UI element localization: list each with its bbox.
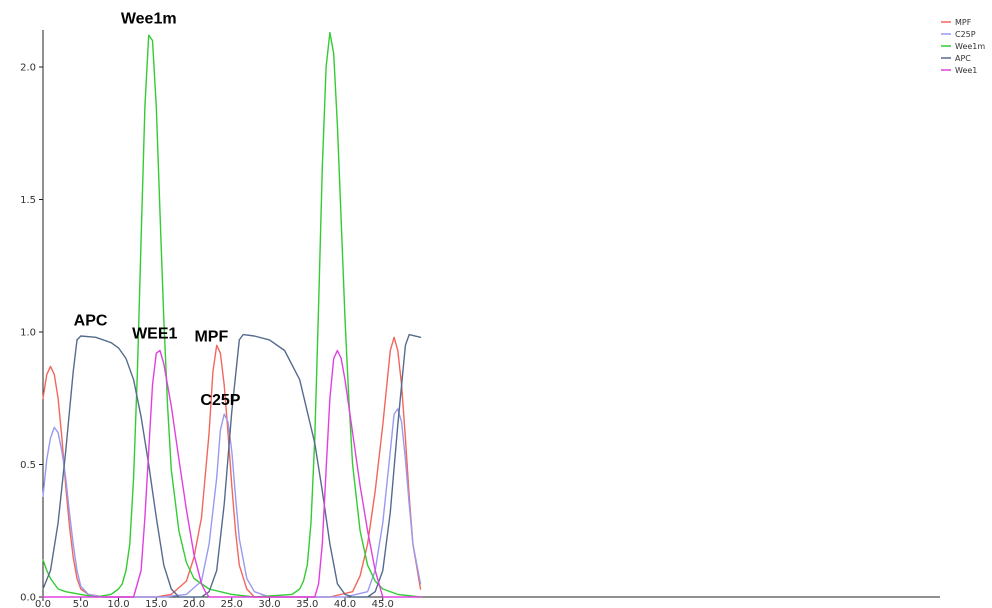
series-line-c25p bbox=[42, 408, 422, 598]
y-tick-label: 0.0 bbox=[20, 593, 36, 604]
x-tick-label: 35.0 bbox=[296, 599, 318, 608]
annotation-wee1m: Wee1m bbox=[121, 10, 177, 27]
x-tick-label: 45.0 bbox=[372, 599, 394, 608]
x-tick-label: 40.0 bbox=[334, 599, 356, 608]
series-line-wee1m bbox=[42, 31, 422, 598]
legend: MPF C25P Wee1m APC Wee1 bbox=[941, 18, 985, 75]
y-tick-label: 0.5 bbox=[20, 460, 36, 471]
x-tick-label: 0.0 bbox=[35, 599, 51, 608]
y-tick-label: 1.5 bbox=[20, 195, 36, 206]
series-line-mpf bbox=[42, 336, 422, 598]
y-tick-label: 1.0 bbox=[20, 328, 36, 339]
x-ticks: 0.0 5.0 10.0 15.0 20.0 25.0 30.0 35.0 40.0 45.0 bbox=[35, 597, 394, 608]
legend-label-wee1m: Wee1m bbox=[955, 42, 985, 51]
x-tick-label: 5.0 bbox=[73, 599, 89, 608]
series-layer bbox=[42, 31, 422, 598]
annotation-wee1: WEE1 bbox=[132, 326, 177, 343]
x-tick-label: 25.0 bbox=[221, 599, 243, 608]
y-tick-label: 2.0 bbox=[20, 63, 36, 74]
legend-label-c25p: C25P bbox=[955, 30, 976, 39]
x-tick-label: 20.0 bbox=[183, 599, 205, 608]
annotation-mpf: MPF bbox=[194, 328, 228, 345]
series-line-apc bbox=[42, 333, 422, 598]
legend-label-wee1: Wee1 bbox=[955, 66, 977, 75]
legend-label-apc: APC bbox=[955, 54, 971, 63]
series-line-wee1 bbox=[42, 349, 422, 598]
legend-label-mpf: MPF bbox=[955, 18, 972, 27]
x-tick-label: 10.0 bbox=[107, 599, 129, 608]
x-tick-label: 15.0 bbox=[145, 599, 167, 608]
x-tick-label: 30.0 bbox=[258, 599, 280, 608]
annotation-c25p: C25P bbox=[200, 392, 240, 409]
annotation-apc: APC bbox=[74, 312, 108, 329]
y-ticks: 0.0 0.5 1.0 1.5 2.0 bbox=[20, 63, 43, 604]
annotation-layer: Wee1m APC WEE1 MPF C25P bbox=[74, 10, 241, 409]
